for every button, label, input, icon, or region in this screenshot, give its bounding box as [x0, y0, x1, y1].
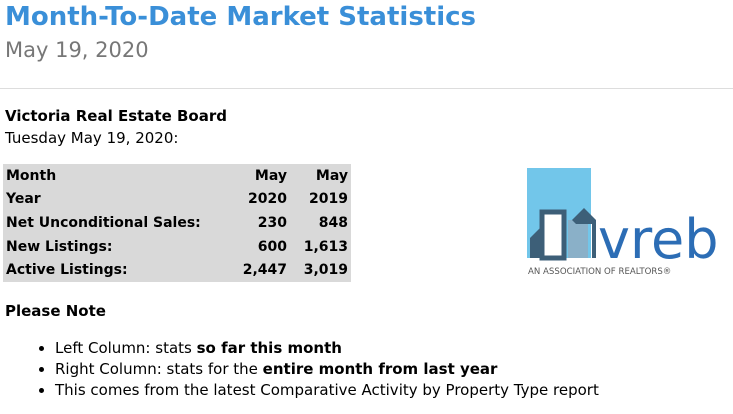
cell: 2019 [309, 191, 348, 208]
cell: 848 [318, 214, 348, 231]
note-item: This comes from the latest Comparative A… [55, 380, 599, 401]
cell: Month [6, 167, 57, 184]
logo: vreb AN ASSOCIATION OF REALTORS® [527, 168, 718, 277]
table-row: Net Unconditional Sales: 230 848 [3, 211, 351, 235]
table-row: Month May May [3, 164, 351, 188]
logo-tagline: AN ASSOCIATION OF REALTORS® [528, 267, 671, 277]
cell: May [315, 167, 348, 184]
divider [0, 88, 733, 89]
cell: 230 [257, 214, 287, 231]
logo-roof [572, 208, 596, 258]
table-row: Year 2020 2019 [3, 188, 351, 212]
page-date: May 19, 2020 [5, 38, 149, 62]
page-title: Month-To-Date Market Statistics [5, 2, 477, 32]
cell: Year [6, 191, 41, 208]
note-item: Left Column: stats so far this month [55, 338, 599, 359]
note-text: Right Column: stats for the [55, 360, 263, 378]
table-row: New Listings: 600 1,613 [3, 235, 351, 259]
note-emphasis: entire month from last year [262, 360, 498, 378]
note-list: Left Column: stats so far this month Rig… [0, 338, 599, 401]
note-title: Please Note [5, 302, 106, 320]
cell: May [254, 167, 287, 184]
logo-building [568, 220, 588, 258]
table-row: Active Listings: 2,447 3,019 [3, 258, 351, 282]
cell: 600 [257, 238, 287, 255]
cell: 1,613 [303, 238, 348, 255]
cell: 3,019 [303, 262, 348, 279]
note-item: Right Column: stats for the entire month… [55, 359, 599, 380]
stats-table: Month May May Year 2020 2019 Net Uncondition… [3, 164, 351, 282]
note-text: This comes from the latest Comparative A… [55, 381, 599, 399]
cell: 2,447 [242, 262, 287, 279]
cell: Net Unconditional Sales: [6, 214, 201, 231]
board-date: Tuesday May 19, 2020: [5, 129, 179, 147]
cell: 2020 [248, 191, 287, 208]
logo-building [539, 209, 567, 261]
note-text: Left Column: stats [55, 339, 197, 357]
cell: Active Listings: [6, 262, 128, 279]
note-emphasis: so far this month [196, 339, 342, 357]
board-name: Victoria Real Estate Board [5, 107, 227, 125]
logo-text: vreb [598, 208, 718, 271]
cell: New Listings: [6, 238, 113, 255]
